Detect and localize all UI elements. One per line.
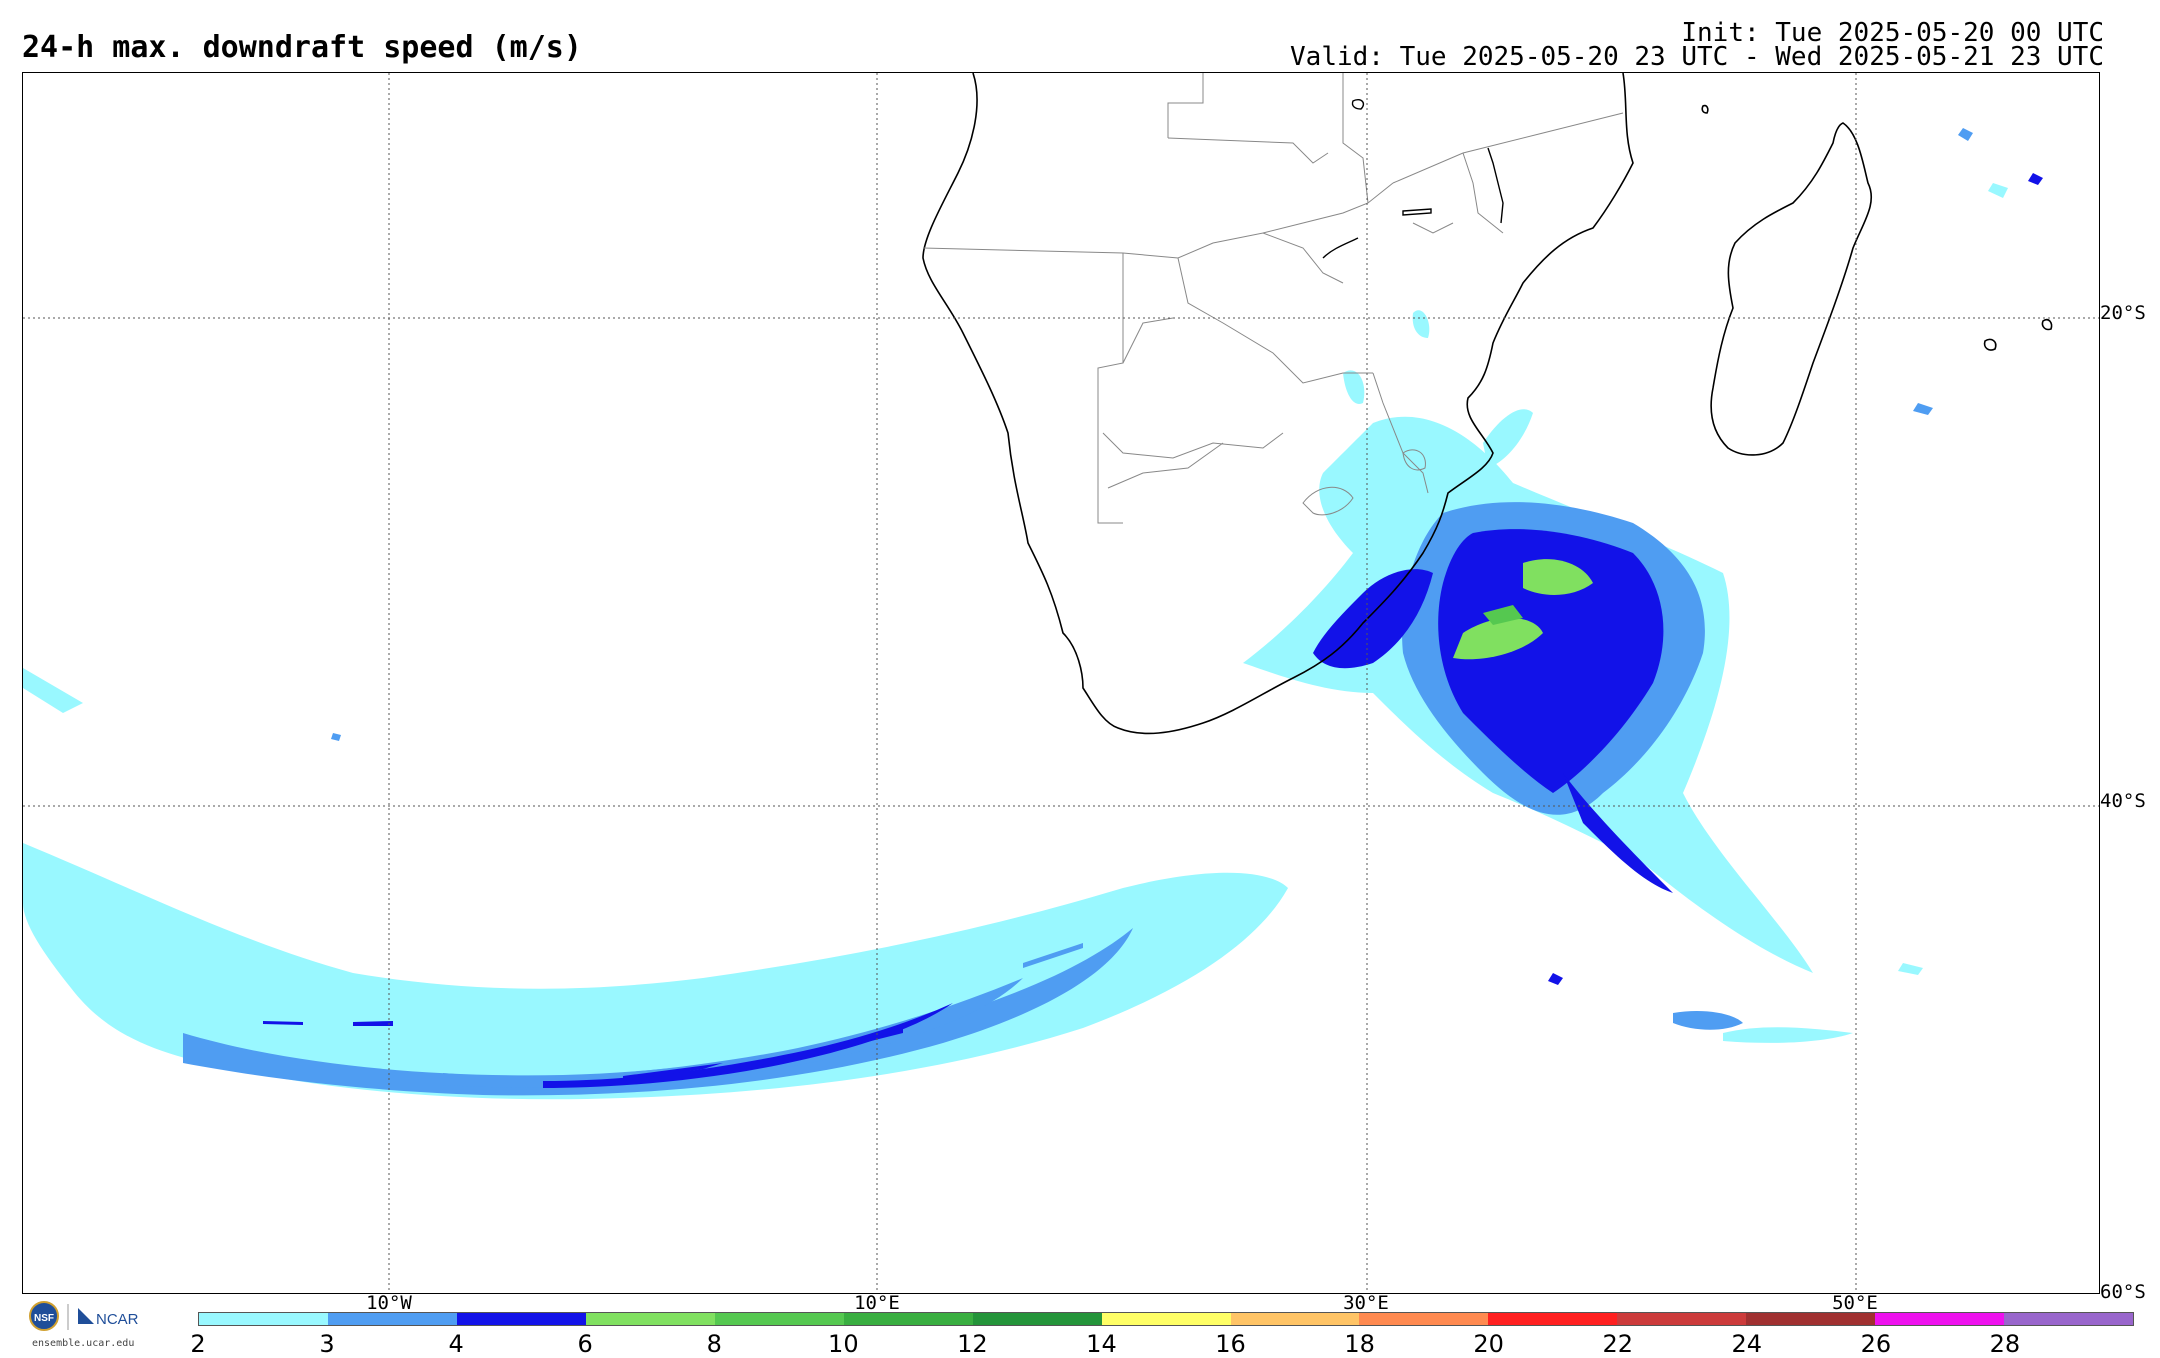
lat-label-40s: 40°S: [2100, 790, 2146, 812]
colorbar-segment: [714, 1313, 844, 1325]
init-time: Init: Tue 2025-05-20 00 UTC: [1681, 18, 2104, 48]
colorbar-segment: [1230, 1313, 1360, 1325]
colorbar-segment: [1101, 1313, 1231, 1325]
colorbar-segment: [327, 1313, 457, 1325]
colorbar-segment: [1359, 1313, 1489, 1325]
colorbar-segment: [585, 1313, 715, 1325]
nsf-ncar-logo: NSF NCAR: [22, 1300, 162, 1350]
colorbar-tick-label: 24: [1731, 1330, 1763, 1358]
colorbar-tick-label: 14: [1086, 1330, 1117, 1358]
lon-label-30e: 30°E: [1343, 1292, 1389, 1314]
colorbar-tick-label: 28: [1989, 1330, 2021, 1358]
downdraft-scattered-cells: [331, 128, 2043, 985]
valid-time: Valid: Tue 2025-05-20 23 UTC - Wed 2025-…: [1290, 42, 2104, 72]
downdraft-cluster-southeast: [1243, 310, 1853, 1043]
ncar-mark-icon: [78, 1308, 94, 1324]
colorbar-segment: [972, 1313, 1102, 1325]
lat-label-60s: 60°S: [2100, 1281, 2146, 1303]
colorbar-tick-label: 18: [1344, 1330, 1375, 1358]
colorbar-segment: [199, 1313, 328, 1325]
colorbar-tick-label: 26: [1860, 1330, 1892, 1358]
colorbar-tick-label: 3: [319, 1330, 335, 1358]
lon-label-10e: 10°E: [854, 1292, 900, 1314]
colorbar-tick-label: 2: [190, 1330, 206, 1358]
colorbar-segment: [2004, 1313, 2134, 1325]
country-borders: [922, 73, 1624, 524]
map-panel: [22, 72, 2100, 1294]
colorbar-segment: [843, 1313, 973, 1325]
colorbar: [198, 1312, 2134, 1326]
graticule: [23, 73, 2099, 1293]
colorbar-tick-label: 6: [577, 1330, 593, 1358]
coastline-madagascar: [1701, 104, 2053, 456]
colorbar-segment: [1617, 1313, 1747, 1325]
colorbar-tick-label: 4: [448, 1330, 464, 1358]
colorbar-tick-label: 10: [828, 1330, 859, 1358]
nsf-text: NSF: [34, 1313, 54, 1324]
map-canvas: [23, 73, 2099, 1293]
colorbar-tick-label: 16: [1215, 1330, 1246, 1358]
colorbar-tick-label: 22: [1602, 1330, 1633, 1358]
downdraft-band-atlantic: [23, 668, 1288, 1100]
colorbar-tick-label: 20: [1473, 1330, 1504, 1358]
coastline-africa: [922, 73, 1634, 735]
lon-label-10w: 10°W: [366, 1292, 412, 1314]
colorbar-tick-label: 8: [706, 1330, 722, 1358]
ncar-text: NCAR: [96, 1311, 139, 1328]
colorbar-segment: [1488, 1313, 1618, 1325]
nsf-seal-icon: [29, 1301, 59, 1331]
colorbar-segment: [1746, 1313, 1876, 1325]
lon-label-50e: 50°E: [1832, 1292, 1878, 1314]
colorbar-segment: [456, 1313, 586, 1325]
lat-label-20s: 20°S: [2100, 302, 2146, 324]
logo-url: ensemble.ucar.edu: [32, 1338, 135, 1349]
colorbar-segment: [1875, 1313, 2005, 1325]
colorbar-tick-label: 12: [957, 1330, 988, 1358]
map-title: 24-h max. downdraft speed (m/s): [22, 30, 582, 65]
lakes: [1322, 99, 1504, 259]
